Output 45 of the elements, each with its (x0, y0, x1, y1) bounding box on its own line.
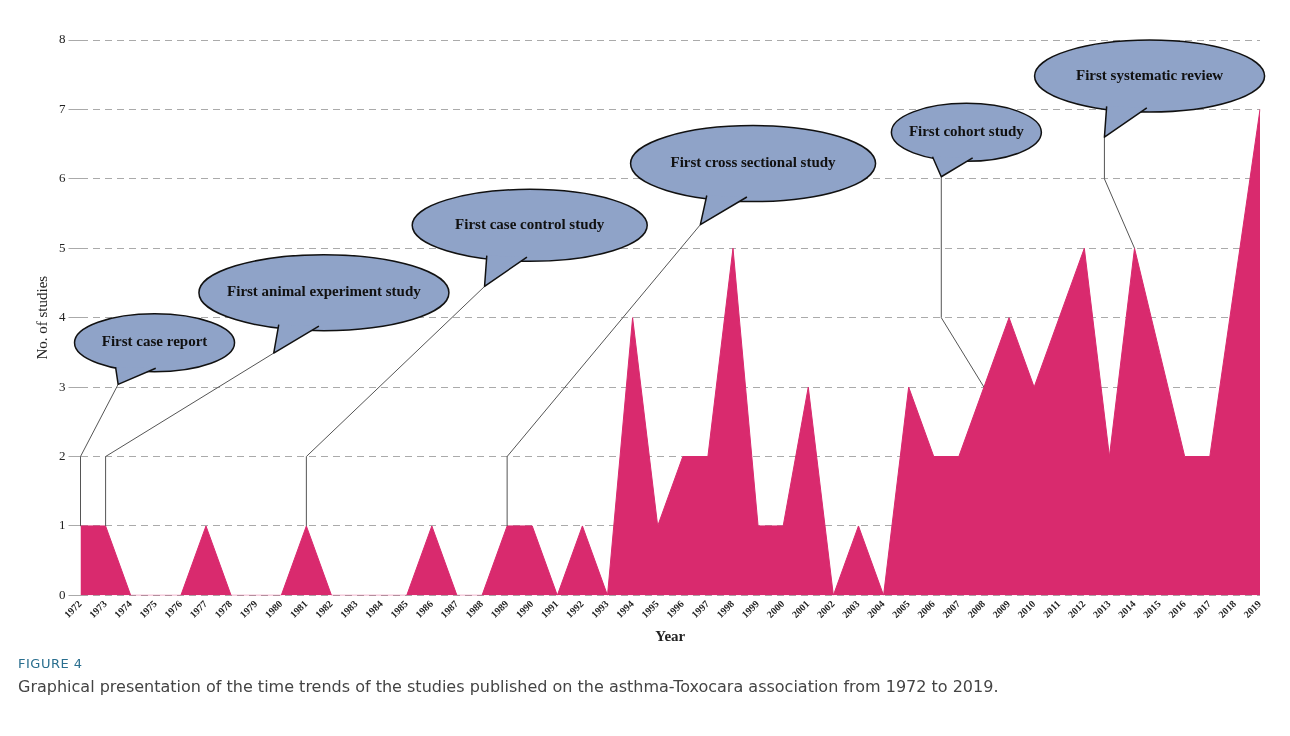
x-tick-label: 1983 (337, 598, 360, 620)
annotation: First cohort study (908, 122, 1025, 139)
x-tick-label: 1981 (287, 598, 310, 620)
x-tick-label: 2002 (814, 598, 837, 620)
x-tick-label: 1990 (513, 598, 536, 620)
annotation: First case report (101, 333, 208, 350)
x-tick-label: 1991 (538, 598, 561, 620)
x-tick-label: 2001 (789, 598, 812, 620)
annotation: First case control study (455, 215, 605, 232)
x-tick-label: 2003 (839, 598, 862, 620)
x-tick-label: 2004 (864, 598, 887, 620)
x-tick-label: 1980 (262, 598, 285, 620)
x-tick-label: 2012 (1065, 598, 1088, 620)
x-tick-label: 1989 (488, 598, 511, 620)
x-tick-label: 1999 (739, 598, 762, 620)
y-axis-title: No. of studies (33, 275, 50, 360)
y-tick-label: 6 (59, 170, 66, 186)
speech-bubble-callout: First case report (73, 312, 236, 527)
y-tick-label: 3 (59, 378, 66, 394)
x-tick-label: 2011 (1040, 598, 1063, 620)
y-tick-label: 7 (59, 100, 66, 116)
y-tick-label: 2 (59, 447, 66, 463)
x-tick-label: 2009 (990, 598, 1013, 620)
x-tick-label: 1993 (588, 598, 611, 620)
annotation: First cross sectional study (670, 154, 837, 171)
y-tick-label: 4 (59, 309, 66, 325)
text: Graphical presentation of the time trends of the studies published on the asthma-Toxocara association from 1972 to 2019. (18, 677, 1000, 696)
x-axis-title: Year (655, 627, 686, 644)
x-tick-label: 1982 (312, 598, 335, 620)
x-tick-label: 2013 (1090, 598, 1113, 620)
x-tick-label: 2019 (1241, 598, 1264, 620)
x-tick-label: 2010 (1015, 598, 1038, 620)
annotation: First animal experiment study (227, 283, 422, 300)
x-tick-label: 2000 (764, 598, 787, 620)
x-tick-label: 1992 (563, 598, 586, 620)
annotation: First systematic review (1075, 66, 1224, 83)
caption: FIGURE 4 (18, 656, 84, 671)
y-tick-label: 8 (59, 31, 66, 47)
speech-bubble-callout: First systematic review (1033, 39, 1266, 249)
x-tick-label: 1973 (86, 598, 109, 620)
y-tick-label: 1 (59, 517, 66, 533)
x-tick-label: 1979 (237, 598, 260, 620)
speech-bubble-callout: First cohort study (890, 102, 1043, 388)
y-tick-label: 5 (59, 239, 66, 255)
x-tick-label: 2014 (1115, 598, 1138, 620)
